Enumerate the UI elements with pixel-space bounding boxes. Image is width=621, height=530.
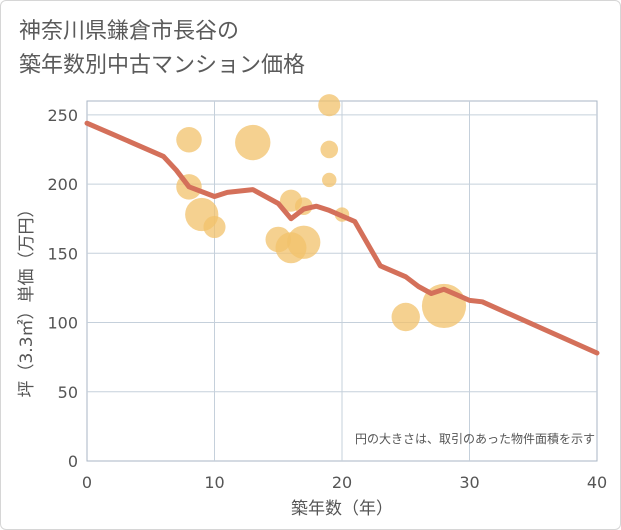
- data-bubble: [235, 124, 271, 161]
- y-tick-label: 0: [68, 452, 78, 471]
- x-tick-label: 30: [459, 473, 479, 492]
- chart-title-line-1: 神奈川県鎌倉市長谷の: [19, 19, 240, 44]
- bubble-size-note: 円の大きさは、取引のあった物件面積を示す: [355, 431, 595, 446]
- chart-title: 神奈川県鎌倉市長谷の 築年数別中古マンション価格: [19, 15, 305, 83]
- data-bubble: [287, 225, 321, 259]
- chart-title-line-2: 築年数別中古マンション価格: [19, 53, 306, 78]
- y-tick-label: 50: [58, 383, 78, 402]
- y-tick-label: 150: [47, 244, 78, 263]
- x-axis-label: 築年数（年）: [291, 499, 393, 519]
- data-bubble: [320, 140, 339, 159]
- y-tick-label: 250: [47, 106, 78, 125]
- tick-labels: 0 10 20 30 40 0 50 100 150 200 250: [47, 106, 607, 492]
- x-tick-label: 20: [332, 473, 352, 492]
- y-tick-label: 100: [47, 314, 78, 333]
- x-tick-label: 40: [587, 473, 607, 492]
- data-bubble: [318, 94, 341, 117]
- x-tick-label: 0: [82, 473, 92, 492]
- data-bubble: [203, 215, 226, 239]
- trend-line: [84, 120, 600, 356]
- y-tick-label: 200: [47, 175, 78, 194]
- data-bubble: [322, 172, 337, 188]
- y-axis-label: 坪（3.3㎡）単価（万円）: [17, 200, 37, 397]
- data-bubble: [176, 127, 202, 153]
- x-tick-label: 10: [204, 473, 224, 492]
- data-bubble: [391, 302, 420, 332]
- grid-lines: [87, 101, 597, 461]
